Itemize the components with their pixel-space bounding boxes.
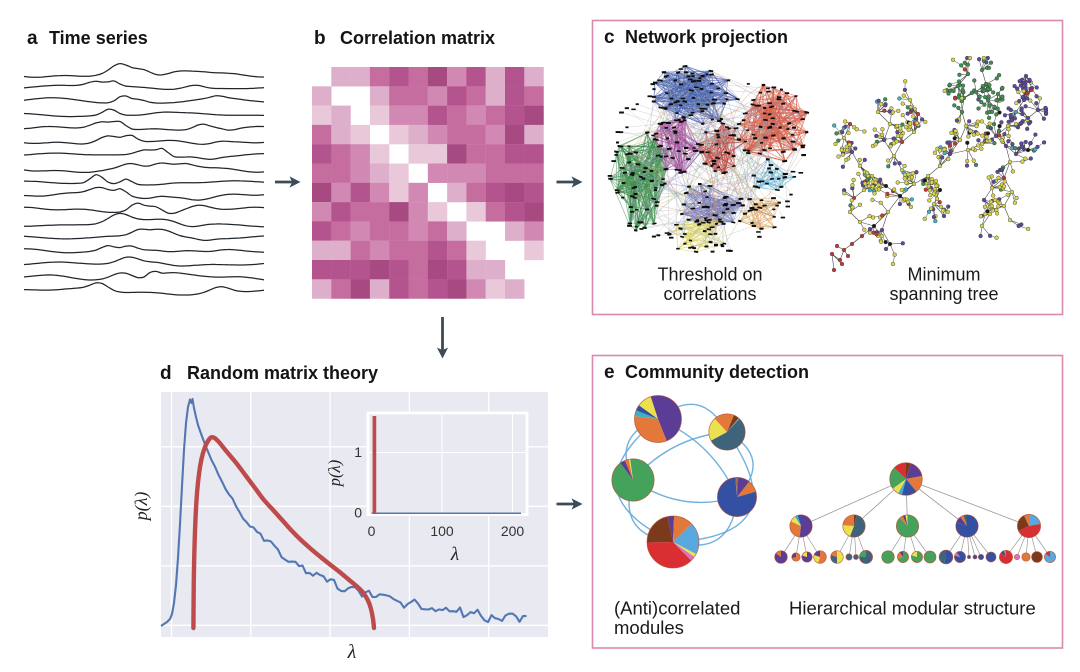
svg-text:d: d bbox=[160, 363, 172, 384]
svg-text:Network projection: Network projection bbox=[625, 27, 788, 47]
svg-text:spanning tree: spanning tree bbox=[889, 284, 998, 304]
svg-text:p(λ): p(λ) bbox=[325, 460, 344, 487]
svg-text:λ: λ bbox=[450, 544, 459, 565]
svg-text:200: 200 bbox=[501, 523, 525, 539]
svg-text:a: a bbox=[27, 28, 38, 49]
svg-text:modules: modules bbox=[614, 617, 684, 638]
svg-text:b: b bbox=[314, 28, 326, 49]
svg-text:1: 1 bbox=[354, 444, 362, 460]
svg-text:Time series: Time series bbox=[49, 28, 148, 48]
svg-text:Community detection: Community detection bbox=[625, 362, 809, 382]
svg-text:c: c bbox=[604, 27, 615, 48]
svg-text:Random matrix theory: Random matrix theory bbox=[187, 363, 378, 383]
svg-text:Threshold on: Threshold on bbox=[657, 265, 762, 285]
svg-text:Minimum: Minimum bbox=[907, 265, 980, 285]
svg-text:0: 0 bbox=[354, 505, 362, 521]
svg-text:correlations: correlations bbox=[663, 284, 756, 304]
svg-text:100: 100 bbox=[430, 523, 454, 539]
svg-text:p(λ): p(λ) bbox=[131, 492, 152, 523]
svg-text:e: e bbox=[604, 362, 615, 383]
svg-text:λ: λ bbox=[347, 641, 357, 663]
svg-text:Correlation matrix: Correlation matrix bbox=[340, 28, 495, 48]
svg-text:0: 0 bbox=[368, 523, 376, 539]
svg-text:Hierarchical modular structure: Hierarchical modular structure bbox=[789, 598, 1036, 619]
svg-text:(Anti)correlated: (Anti)correlated bbox=[614, 598, 740, 619]
